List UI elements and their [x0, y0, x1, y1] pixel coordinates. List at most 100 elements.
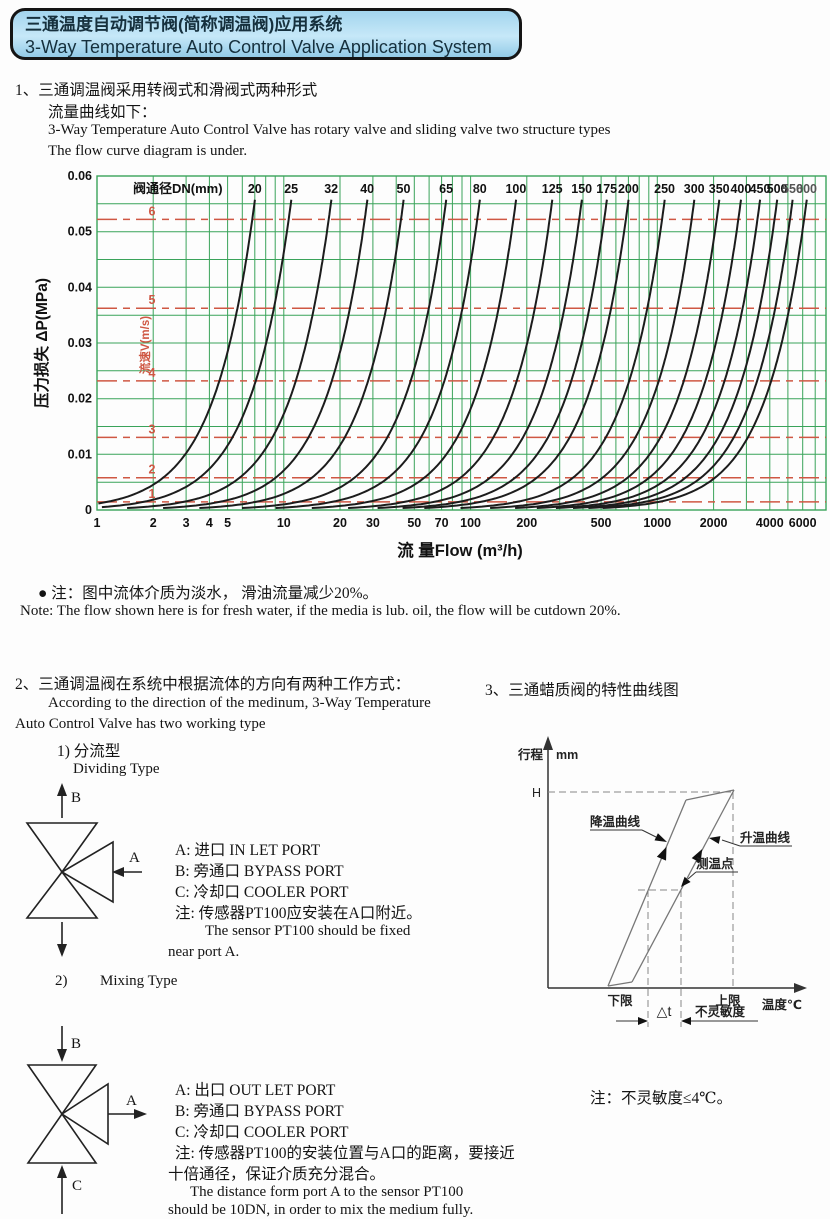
y-axis-arrowhead [543, 736, 553, 750]
svg-text:400: 400 [730, 182, 751, 196]
chart-note-en: Note: The flow shown here is for fresh w… [20, 603, 621, 619]
svg-text:4000: 4000 [756, 516, 784, 530]
valve-top-triangle [26, 1064, 98, 1116]
svg-text:50: 50 [407, 516, 421, 530]
svg-text:32: 32 [324, 182, 338, 196]
svg-text:200: 200 [618, 182, 639, 196]
svg-text:5: 5 [224, 516, 231, 530]
dividing-port-a-desc: A: 进口 IN LET PORT [175, 842, 321, 859]
svg-text:550: 550 [782, 182, 803, 196]
dividing-type-label-zh: 1) 分流型 [57, 743, 121, 760]
svg-text:80: 80 [473, 182, 487, 196]
section2-line-en2: Auto Control Valve has two working type [15, 716, 266, 732]
mixing-type-number: 2) [55, 973, 68, 989]
section1-line-en1: 3-Way Temperature Auto Control Valve has… [48, 122, 611, 138]
heating-leader-arrowhead [709, 836, 721, 844]
mixing-valve-diagram: B A C [26, 1026, 147, 1214]
svg-text:70: 70 [435, 516, 449, 530]
h-tick-label: H [532, 786, 541, 800]
page-header: 三通温度自动调节阀(简称调温阀)应用系统 3-Way Temperature A… [10, 8, 522, 60]
dividing-valve-diagram: B A [25, 783, 142, 957]
dividing-port-b-desc: B: 旁通口 BYPASS PORT [175, 863, 344, 880]
dn-header-label: 阀通径DN(mm) [133, 181, 223, 196]
velocity-axis-label: 流速V(m/s) [138, 316, 152, 374]
mixing-note-en1: The distance form port A to the sensor P… [190, 1184, 464, 1200]
section2-line-en1: According to the direction of the medinu… [48, 695, 431, 711]
insensitivity-label: 不灵敏度 [695, 1004, 746, 1019]
mixing-note-zh1: 注: 传感器PT100的安装位置与A口的距离，要接近 [175, 1145, 515, 1162]
dividing-note-en1: The sensor PT100 should be fixed [205, 923, 411, 939]
svg-text:65: 65 [439, 182, 453, 196]
svg-text:0.06: 0.06 [68, 169, 92, 183]
dividing-note-en2: near port A. [168, 944, 240, 960]
wax-valve-characteristic-chart: 行程 mm H 降温曲线 升温曲线 测温点 下限 上限 温度℃ △t 不灵敏度 [517, 736, 807, 1027]
svg-text:3: 3 [183, 516, 190, 530]
dividing-type-label-en: Dividing Type [73, 761, 160, 777]
port-c-arrowhead [57, 1165, 67, 1178]
svg-text:2: 2 [150, 516, 157, 530]
svg-text:30: 30 [366, 516, 380, 530]
cooling-leader-arrowhead [654, 833, 667, 842]
dividing-note-zh: 注: 传感器PT100应安装在A口附近。 [175, 905, 422, 922]
svg-text:50: 50 [397, 182, 411, 196]
svg-text:100: 100 [505, 182, 526, 196]
cooling-curve-label: 降温曲线 [590, 814, 641, 829]
port-b-arrowhead [57, 783, 67, 796]
page-title-zh: 三通温度自动调节阀(简称调温阀)应用系统 [25, 15, 343, 34]
valve-bottom-triangle [25, 870, 99, 919]
svg-text:4: 4 [149, 366, 156, 380]
dividing-port-c-desc: C: 冷却口 COOLER PORT [175, 884, 349, 901]
measure-point-label: 测温点 [696, 856, 734, 871]
section3-note: 注：不灵敏度≤4℃。 [590, 1090, 733, 1107]
section1-line-en2: The flow curve diagram is under. [48, 143, 248, 159]
svg-text:40: 40 [360, 182, 374, 196]
chart-note-zh: ● 注：图中流体介质为淡水， 滑油流量减少20%。 [38, 585, 379, 602]
port-c-arrowhead [57, 944, 67, 957]
svg-text:0.03: 0.03 [68, 336, 92, 350]
svg-text:450: 450 [750, 182, 771, 196]
section1-line-zh1: 1、三通调温阀采用转阀式和滑阀式两种形式 [15, 82, 318, 99]
mixing-port-c-desc: C: 冷却口 COOLER PORT [175, 1124, 349, 1141]
bottom-edge-line [607, 981, 633, 987]
svg-text:0.04: 0.04 [68, 280, 92, 294]
svg-text:100: 100 [460, 516, 481, 530]
svg-text:1: 1 [94, 516, 101, 530]
svg-text:1000: 1000 [643, 516, 671, 530]
cooling-curve-line [607, 799, 687, 987]
port-a-arrowhead [112, 867, 124, 877]
temperature-axis-label: 温度℃ [762, 997, 802, 1012]
cooling-direction-arrow [656, 846, 667, 861]
measure-leader-arrowhead [681, 876, 691, 887]
upper-limit-label: 上限 [715, 993, 741, 1008]
svg-text:1: 1 [149, 487, 156, 501]
dt-dim-right-arrowhead [681, 1017, 691, 1025]
svg-text:6000: 6000 [789, 516, 817, 530]
stroke-axis-unit: mm [556, 748, 578, 762]
y-axis-title: 压力损失 ΔP(MPa) [32, 278, 51, 408]
mixing-type-label-en: Mixing Type [100, 973, 178, 989]
heating-leader-line [721, 839, 741, 847]
svg-text:250: 250 [654, 182, 675, 196]
svg-text:2000: 2000 [700, 516, 728, 530]
mixing-port-a-desc: A: 出口 OUT LET PORT [175, 1082, 336, 1099]
mixing-note-en2: should be 10DN, in order to mix the medi… [168, 1202, 474, 1218]
svg-text:150: 150 [571, 182, 592, 196]
svg-text:0.01: 0.01 [68, 447, 92, 461]
svg-text:200: 200 [516, 516, 537, 530]
page-title-en: 3-Way Temperature Auto Control Valve App… [25, 37, 492, 57]
flow-curves [98, 199, 808, 509]
measure-leader-line [687, 871, 697, 880]
port-b-label: B [71, 1036, 81, 1052]
port-a-label: A [129, 850, 140, 866]
top-edge-line [685, 789, 735, 801]
svg-text:20: 20 [333, 516, 347, 530]
heating-direction-arrow [691, 849, 703, 863]
dn-labels: 20 25 32 40 50 65 80 100 125 150 175 200 250 300 350 40… [248, 182, 817, 196]
svg-text:350: 350 [709, 182, 730, 196]
dt-dim-left-arrowhead [638, 1017, 648, 1025]
svg-text:25: 25 [284, 182, 298, 196]
heating-curve-line [631, 789, 735, 983]
svg-text:4: 4 [206, 516, 213, 530]
